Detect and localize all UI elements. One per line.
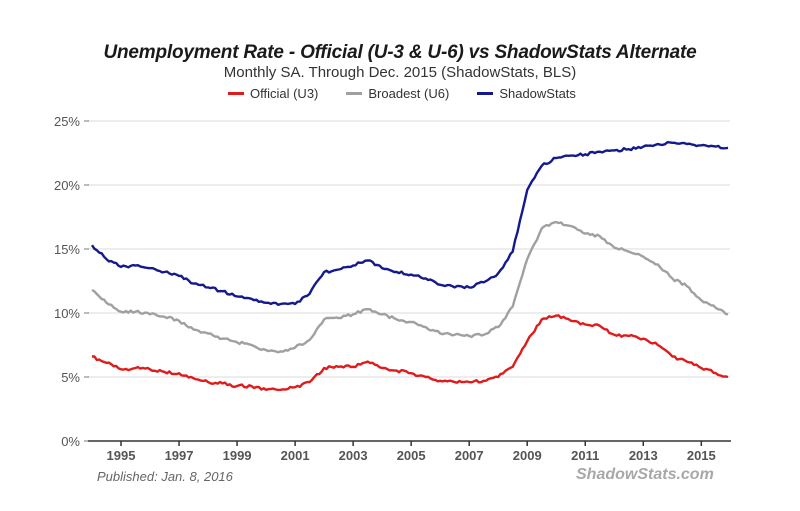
legend: Official (U3) Broadest (U6) ShadowStats bbox=[228, 86, 576, 101]
x-tick-label: 1995 bbox=[107, 448, 136, 463]
y-tick-label: 5% bbox=[61, 370, 80, 385]
x-tick-label: 2015 bbox=[687, 448, 716, 463]
x-tick-label: 2011 bbox=[571, 448, 599, 463]
y-tick-label: 25% bbox=[54, 114, 80, 129]
chart-subtitle: Monthly SA. Through Dec. 2015 (ShadowSta… bbox=[223, 64, 577, 81]
y-tick-label: 0% bbox=[61, 434, 80, 449]
y-axis: 0% 5% 10% 15% 20% 25% bbox=[54, 114, 89, 449]
y-tick-label: 10% bbox=[54, 306, 80, 321]
legend-item-u6: Broadest (U6) bbox=[346, 86, 449, 101]
series-line-official-u3 bbox=[91, 314, 729, 392]
series-line-shadowstats bbox=[91, 141, 729, 306]
published-date: Published: Jan. 8, 2016 bbox=[97, 469, 233, 484]
legend-swatch-u3 bbox=[228, 92, 244, 95]
x-tick-label: 2005 bbox=[397, 448, 426, 463]
x-axis: 1995 1997 1999 2001 2003 2005 2007 2009 2011 2013… bbox=[88, 440, 731, 463]
x-tick-label: 2003 bbox=[339, 448, 368, 463]
legend-swatch-u6 bbox=[346, 92, 363, 95]
series-line-broadest-u6 bbox=[91, 220, 729, 354]
chart-title: Unemployment Rate - Official (U-3 & U-6)… bbox=[103, 42, 697, 63]
x-tick-label: 2009 bbox=[513, 448, 542, 463]
brand-watermark: ShadowStats.com bbox=[576, 466, 714, 483]
legend-swatch-shadowstats bbox=[477, 92, 494, 95]
x-tick-label: 2001 bbox=[281, 448, 310, 463]
legend-item-shadowstats: ShadowStats bbox=[477, 86, 576, 101]
legend-label-shadowstats: ShadowStats bbox=[499, 86, 576, 101]
series-group bbox=[91, 141, 729, 392]
legend-item-u3: Official (U3) bbox=[228, 86, 318, 101]
x-tick-label: 2013 bbox=[629, 448, 658, 463]
x-tick-label: 1997 bbox=[165, 448, 194, 463]
x-tick-label: 2007 bbox=[455, 448, 484, 463]
y-tick-label: 20% bbox=[54, 178, 80, 193]
gridlines bbox=[88, 120, 730, 378]
y-tick-label: 15% bbox=[54, 242, 80, 257]
legend-label-u6: Broadest (U6) bbox=[368, 86, 450, 101]
legend-label-u3: Official (U3) bbox=[250, 86, 319, 101]
x-tick-label: 1999 bbox=[223, 448, 252, 463]
